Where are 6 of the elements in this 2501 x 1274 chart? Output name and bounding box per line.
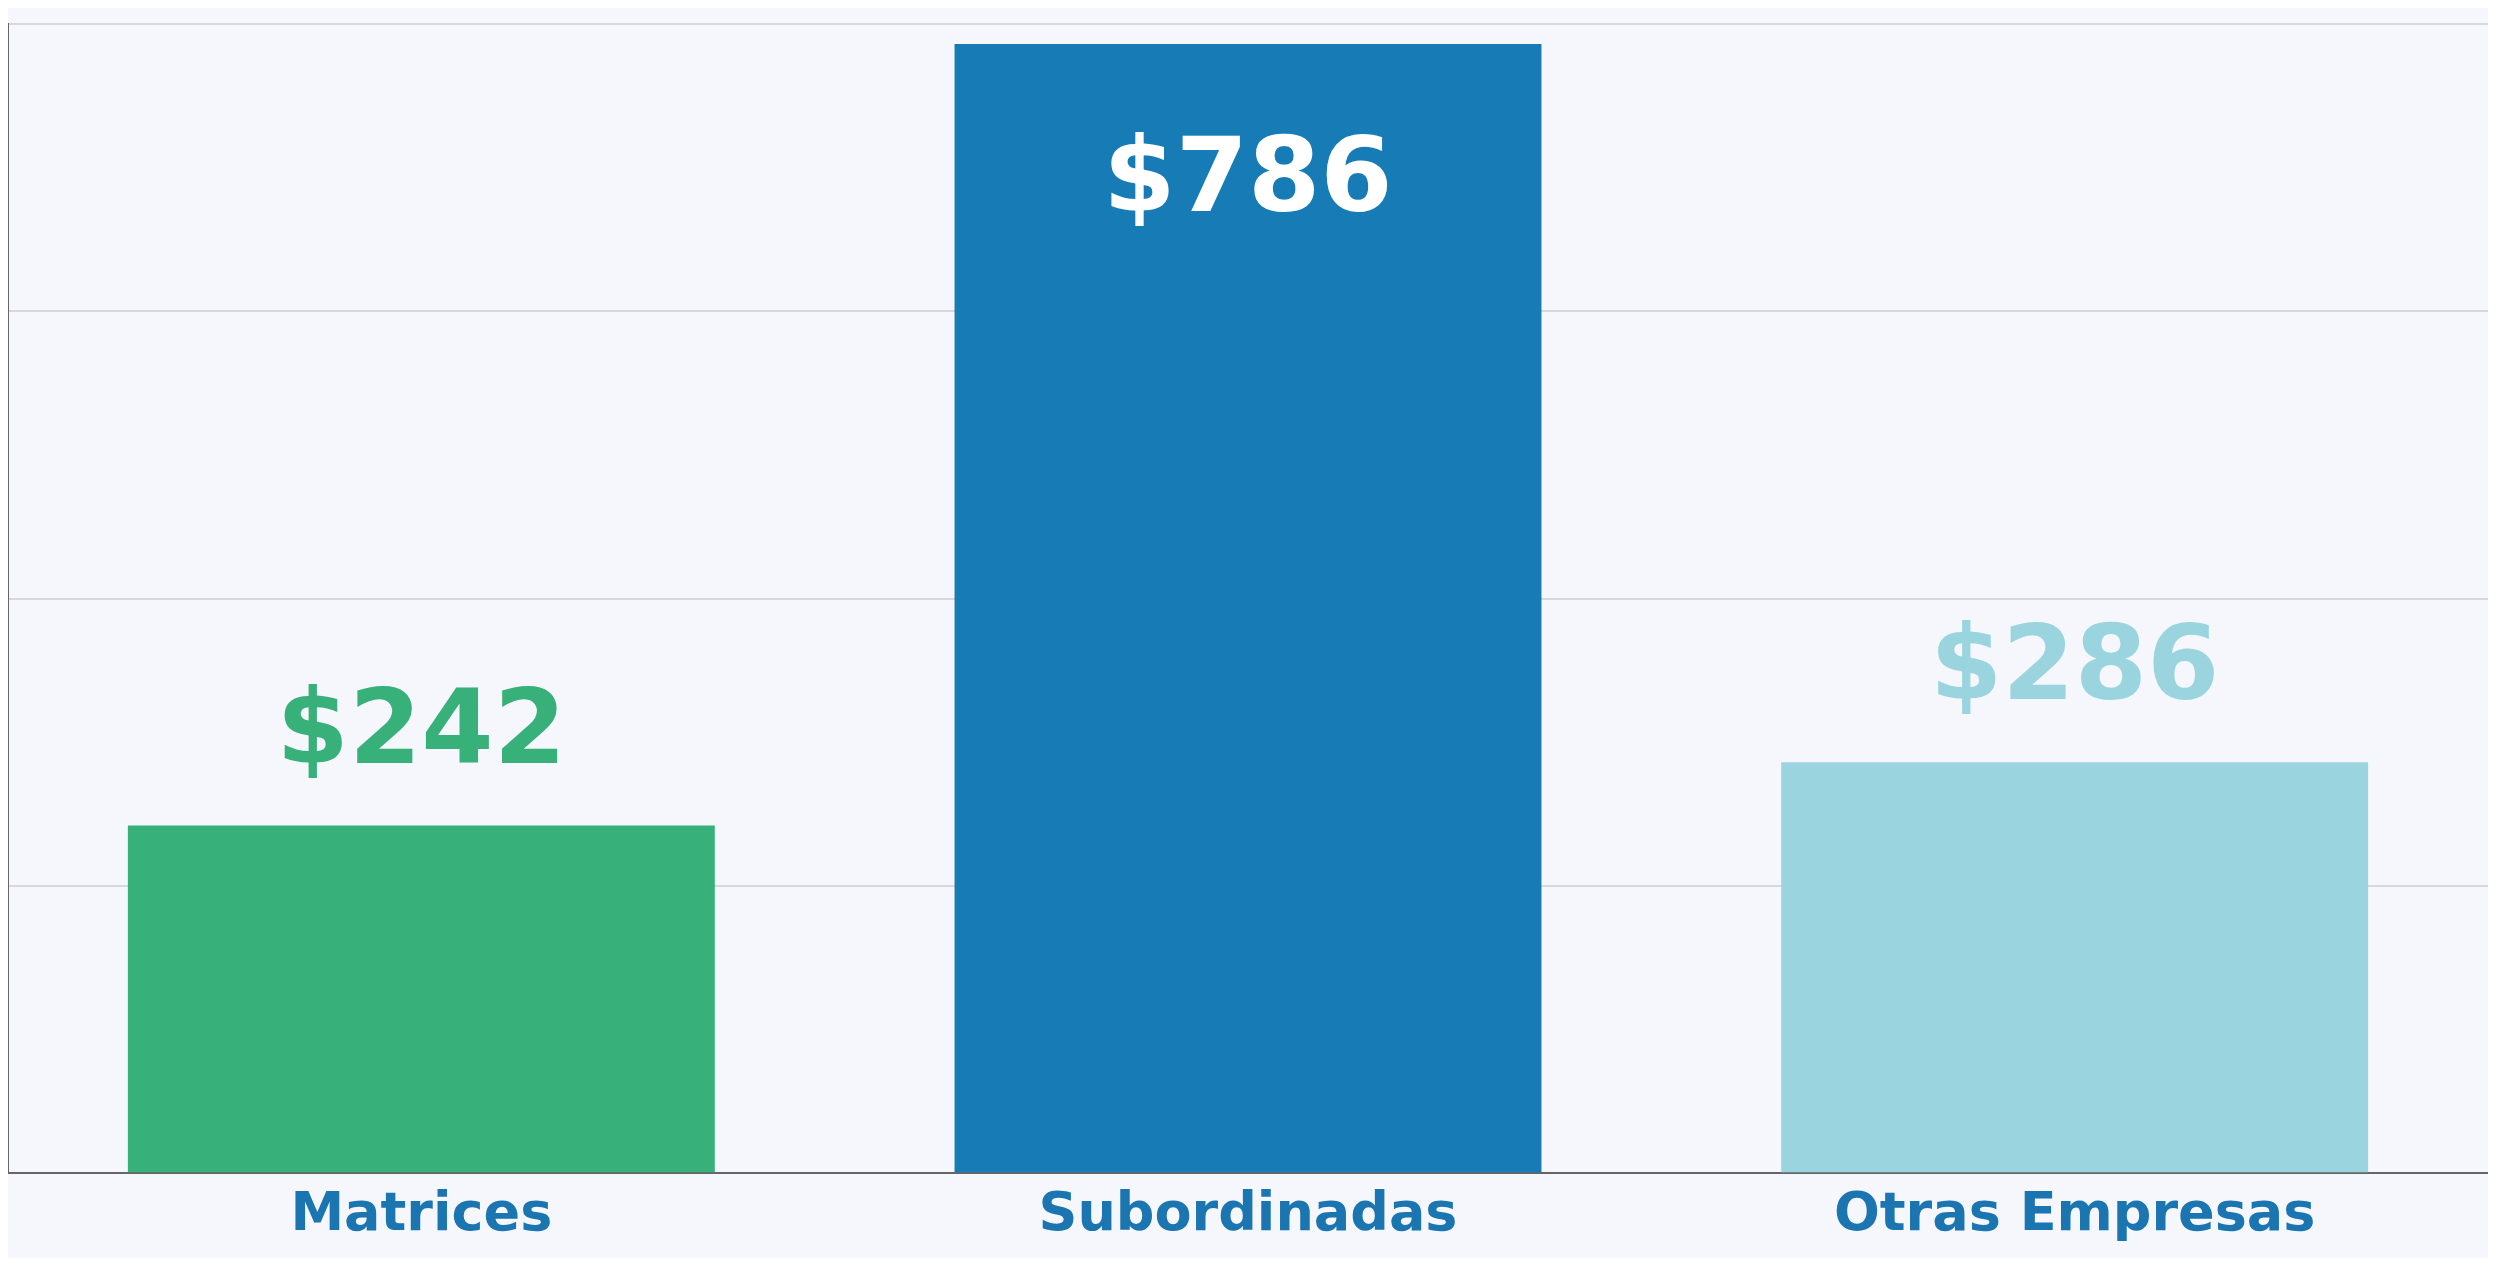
data-label: $786 <box>1103 114 1393 237</box>
data-label: $242 <box>276 665 567 788</box>
x-tick-label: Matrices <box>290 1179 553 1243</box>
x-tick-label: Otras Empresas <box>1833 1179 2316 1243</box>
data-label: $286 <box>1929 602 2220 725</box>
x-tick-label: Subordinadas <box>1038 1179 1458 1243</box>
